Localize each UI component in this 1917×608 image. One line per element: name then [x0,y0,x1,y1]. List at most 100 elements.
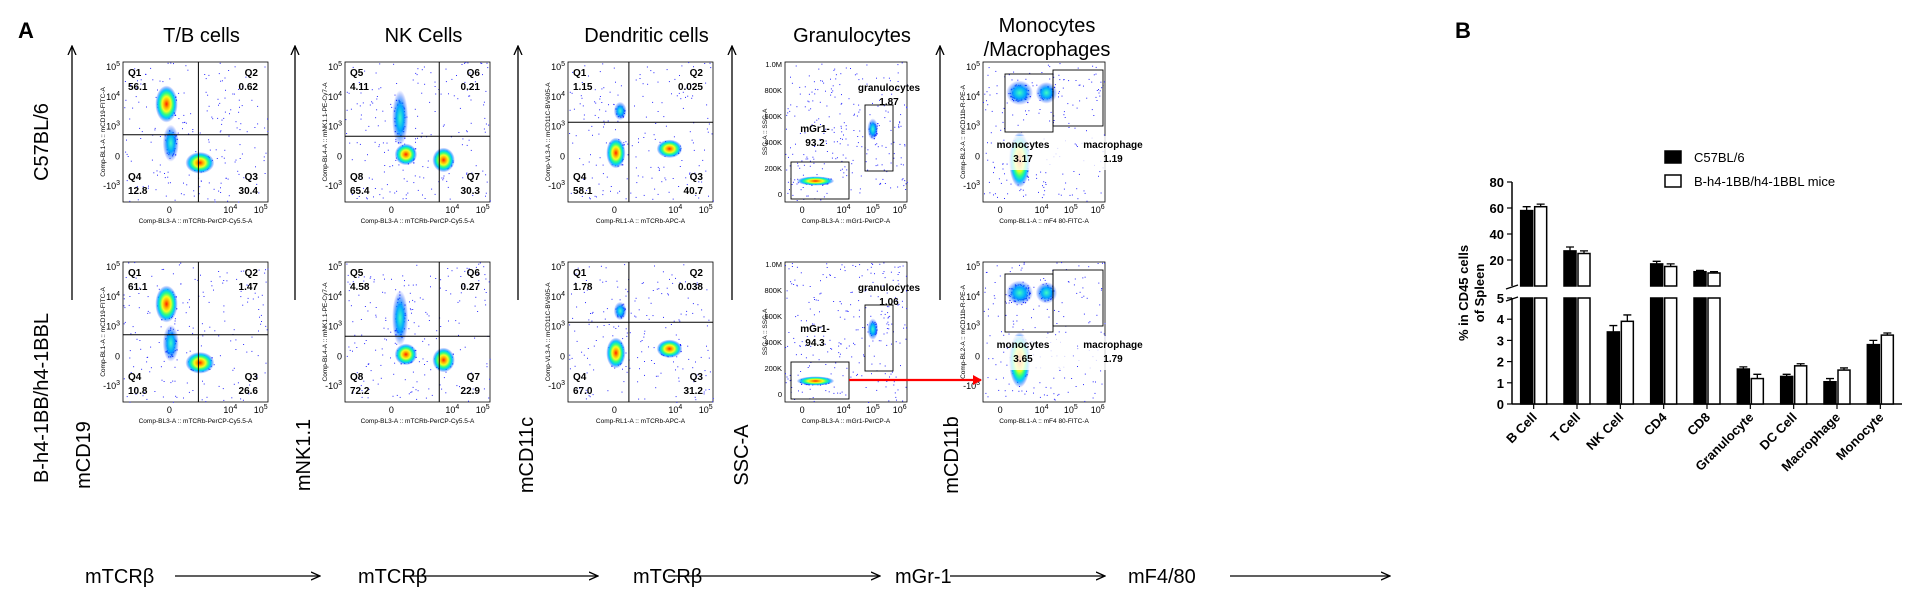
quadrant-name: Q3 [245,372,259,383]
x-tick-label: 106 [1091,204,1105,215]
density-blob-0-1-2 [162,324,179,362]
error-bar [1753,373,1762,379]
scatter-points-c1-r0 [345,62,491,202]
y-tick-label: 0 [337,151,342,161]
x-tick-label: 106 [893,204,907,215]
quadrant-name: Q1 [573,68,587,79]
x-marker-label-4: mF4/80 [1128,566,1196,588]
gate-granulocytes [864,304,894,372]
x-tick-label: 105 [699,404,713,415]
y-tick-label: 400K [764,138,782,147]
quadrant-percent: 58.1 [573,186,593,197]
density-blob-1-1-2 [392,290,409,346]
quadrant-percent: 30.3 [461,186,481,197]
y-tick-label: 105 [966,261,980,272]
y-tick-label: -103 [103,380,120,391]
quadrant-name: Q4 [128,172,142,183]
quadrant-name: Q8 [350,172,364,183]
error-bar [1796,363,1805,366]
scatter-points-c1-r1 [346,262,491,402]
quadrant-percent: 0.21 [461,82,481,93]
y-tick-label: 104 [551,291,565,302]
y-tick-label: 105 [966,61,980,72]
gate-name: mGr1- [800,324,829,335]
bar-1-upper-segment [1707,272,1721,287]
x-tick-label: 104 [668,404,682,415]
x-category-label: B Cell [1503,410,1540,447]
quadrant-name: Q6 [467,68,481,79]
y-param-label: Comp-VL3-A :: mCD11C-BV605-A [545,282,552,382]
x-tick-label: 104 [837,404,851,415]
x-category-label: Monocyte [1833,410,1887,464]
density-blob-0-0-1 [185,152,215,174]
y-tick-label: 800K [764,286,782,295]
bar-1-upper-segment [1533,205,1548,287]
bar-1 [1620,320,1635,405]
x-tick-label: 0 [800,205,805,215]
y-tick-label: -103 [325,380,342,391]
y-param-label: Comp-BL1-A :: mCD19-FITC-A [100,287,107,377]
y-param-label: Comp-BL4-A :: mNK1.1-PE-Cy7-A [322,282,329,382]
gate-name: granulocytes [858,83,921,94]
scatter-points-c2-r1 [569,264,714,403]
error-bar [1710,271,1718,273]
gate-granulocytes [864,104,894,172]
x-tick-label: 0 [612,405,617,415]
error-bar [1522,206,1531,211]
row-label-humanized: B-h4-1BB/h4-1BBL [31,313,53,483]
y-marker-label-3: SSC-A [731,424,753,486]
quadrant-percent: 65.4 [350,186,370,197]
scatter-points-c0-r1 [123,262,269,403]
label-backdrop [1078,136,1148,170]
x-tick-label: 105 [1064,404,1078,415]
error-bar [1536,203,1545,207]
quadrant-percent: 26.6 [239,386,259,397]
y-tick-label-lower: 4 [1497,312,1505,327]
quadrant-percent: 40.7 [684,186,704,197]
x-tick-label: 106 [1091,404,1105,415]
quadrant-name: Q6 [467,268,481,279]
quadrant-percent: 0.038 [678,282,703,293]
quadrant-percent: 72.2 [350,386,370,397]
x-tick-label: 0 [998,405,1003,415]
x-tick-label: 105 [254,404,268,415]
x-param-label: Comp-BL3-A :: mGr1-PerCP-A [802,218,891,225]
bar-1-lower-segment [1577,297,1591,405]
flow-plot-c1-r1: Comp-BL4-A :: mNK1.1-PE-Cy7-AComp-BL3-A … [322,261,491,425]
panel-b-bar-chart: 20 40 60 80 0 1 2 3 4 5 % in CD45 cells of Spleen B … [1456,150,1902,474]
x-marker-label-0: mTCRβ [85,566,154,588]
y-tick-label: 105 [106,61,120,72]
x-tick-label: 0 [800,405,805,415]
y-tick-label: -103 [963,380,980,391]
panel-a-label: A [18,18,34,43]
plot-frame [567,261,714,403]
quadrant-percent: 1.15 [573,82,593,93]
y-tick-label: 105 [106,261,120,272]
density-blob-1-1-0 [394,343,418,366]
y-tick-label: 600K [764,112,782,121]
density-blob-0-0-2 [162,124,179,162]
error-bar [1869,339,1878,345]
gate-name: monocytes [997,340,1050,351]
x-tick-label: 0 [998,205,1003,215]
y-axis-label-line-1: of Spleen [1472,264,1487,323]
quadrant-percent: 67.0 [573,386,593,397]
quadrant-percent: 0.62 [239,82,259,93]
y-tick-label: 1.0M [765,260,782,269]
density-blob-2-0-1 [656,139,683,158]
quadrant-name: Q1 [128,68,142,79]
density-blob-0-1-0 [155,285,178,323]
bar-1 [1880,334,1895,405]
x-tick-label: 105 [866,404,880,415]
quadrant-name: Q2 [245,268,259,279]
y-tick-label: 103 [966,121,980,132]
y-tick-label: -103 [325,180,342,191]
density-blob-4-0-1 [1006,80,1033,106]
y-param-label: Comp-VL3-A :: mCD11C-BV605-A [545,82,552,182]
y-tick-label: 104 [966,291,980,302]
x-category-label: CD4 [1641,409,1671,439]
y-param-label: Comp-BL2-A :: mCD11b-R-PE-A [960,284,967,378]
